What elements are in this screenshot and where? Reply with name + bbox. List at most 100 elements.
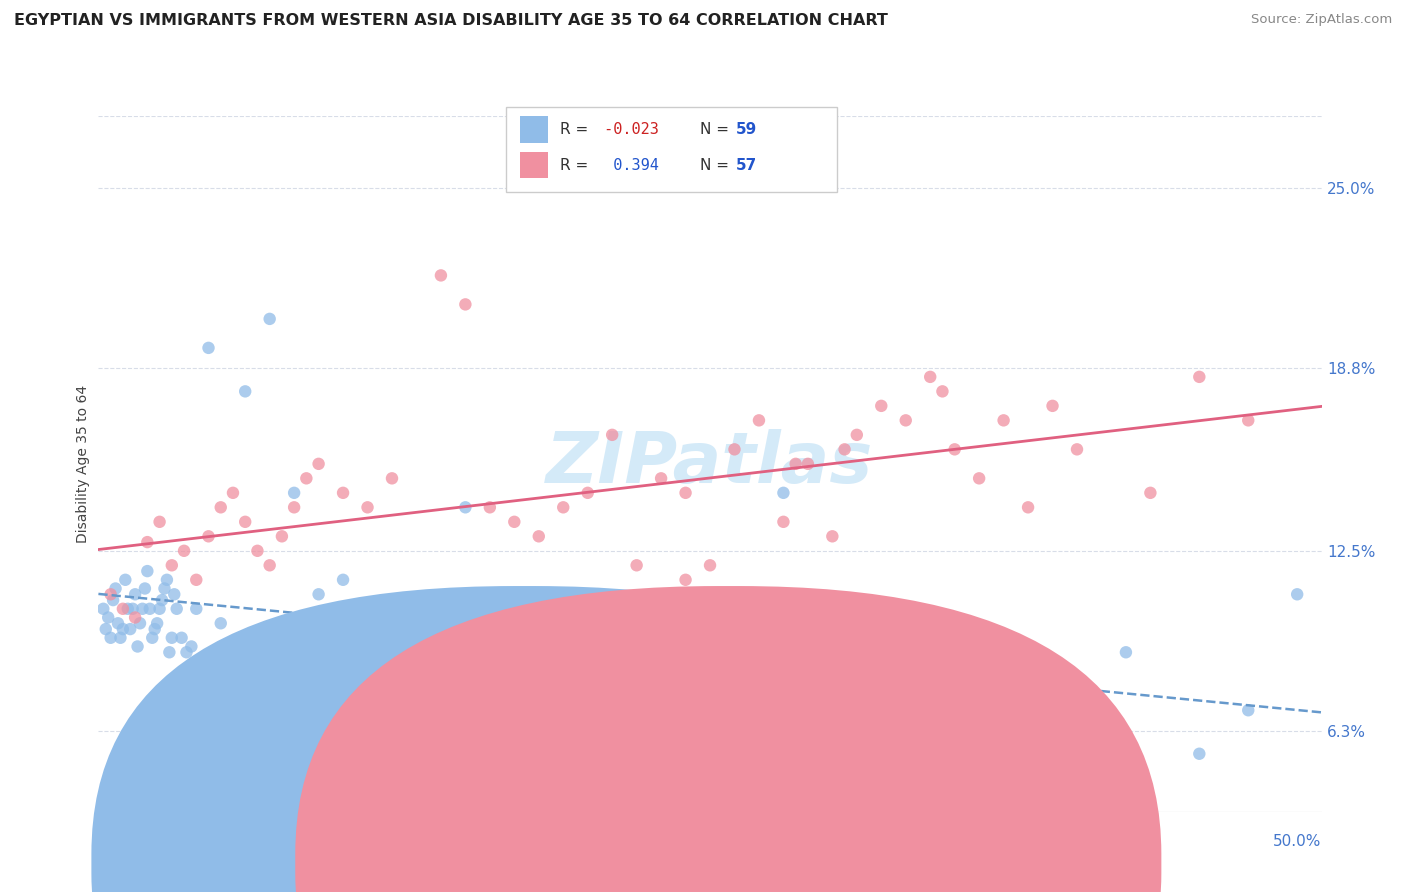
Point: [146, 616, 169, 631]
Point: [405, 616, 427, 631]
Point: [870, 399, 893, 413]
Text: Source: ZipAtlas.com: Source: ZipAtlas.com: [1251, 13, 1392, 27]
Point: [149, 602, 172, 616]
Point: [127, 640, 149, 654]
Point: [454, 297, 477, 311]
Point: [141, 631, 163, 645]
Point: [1066, 442, 1088, 457]
Point: [943, 674, 966, 689]
Point: [91, 602, 114, 616]
Point: [163, 587, 186, 601]
Point: [180, 640, 202, 654]
Point: [150, 593, 173, 607]
Point: [503, 515, 526, 529]
Point: [1237, 413, 1260, 427]
Point: [1286, 587, 1309, 601]
Point: [209, 500, 232, 515]
Point: [246, 543, 269, 558]
Point: [259, 312, 281, 326]
Point: [160, 631, 183, 645]
Point: [931, 384, 953, 399]
Point: [197, 529, 219, 543]
Point: [259, 558, 281, 573]
Point: [772, 515, 794, 529]
Point: [176, 645, 198, 659]
Point: [308, 457, 330, 471]
Point: [222, 485, 245, 500]
Point: [283, 500, 305, 515]
Point: [845, 428, 868, 442]
Text: N =: N =: [700, 158, 734, 172]
Point: [675, 573, 697, 587]
Text: 50.0%: 50.0%: [1274, 834, 1322, 849]
Y-axis label: Disability Age 35 to 64: Disability Age 35 to 64: [76, 384, 90, 543]
Text: 57: 57: [735, 158, 756, 172]
Point: [1066, 689, 1088, 703]
Point: [834, 442, 856, 457]
Point: [153, 582, 176, 596]
Point: [600, 428, 623, 442]
Point: [1237, 703, 1260, 717]
Point: [626, 747, 648, 761]
Point: [156, 573, 179, 587]
Point: [131, 602, 153, 616]
Point: [1139, 485, 1161, 500]
Text: 0.394: 0.394: [595, 158, 658, 172]
Point: [430, 660, 453, 674]
Point: [748, 413, 770, 427]
Text: Immigrants from Western Asia: Immigrants from Western Asia: [748, 856, 959, 871]
Point: [100, 587, 122, 601]
Point: [503, 645, 526, 659]
Point: [894, 413, 917, 427]
Point: [1017, 500, 1039, 515]
Point: [110, 631, 132, 645]
Point: [650, 471, 672, 485]
Point: [139, 602, 162, 616]
Point: [97, 610, 120, 624]
Point: [675, 485, 697, 500]
Text: Egyptians: Egyptians: [544, 856, 613, 871]
Point: [117, 602, 139, 616]
Point: [111, 602, 134, 616]
Point: [136, 535, 159, 549]
Point: [114, 573, 136, 587]
Point: [124, 610, 146, 624]
Point: [993, 413, 1015, 427]
Point: [576, 485, 599, 500]
Point: [405, 631, 427, 645]
Text: ZIPatlas: ZIPatlas: [547, 429, 873, 499]
Point: [723, 442, 745, 457]
Point: [785, 457, 807, 471]
Point: [723, 602, 745, 616]
Point: [270, 529, 294, 543]
Point: [626, 558, 648, 573]
Point: [1188, 369, 1211, 384]
Point: [540, 790, 562, 805]
Point: [233, 384, 256, 399]
Point: [120, 622, 142, 636]
Point: [100, 631, 122, 645]
Point: [186, 602, 208, 616]
Point: [1042, 399, 1064, 413]
Point: [821, 805, 844, 819]
Point: [699, 558, 721, 573]
Point: [1017, 761, 1039, 775]
Text: 0.0%: 0.0%: [98, 834, 138, 849]
Point: [233, 515, 256, 529]
Point: [1188, 747, 1211, 761]
Point: [173, 543, 195, 558]
Point: [111, 622, 134, 636]
Point: [430, 268, 453, 283]
Text: R =: R =: [560, 158, 593, 172]
Text: N =: N =: [700, 122, 734, 136]
Point: [527, 529, 550, 543]
Point: [797, 457, 820, 471]
Point: [454, 500, 477, 515]
Point: [186, 573, 208, 587]
Point: [967, 471, 990, 485]
Point: [356, 500, 378, 515]
Text: -0.023: -0.023: [595, 122, 658, 136]
Text: R =: R =: [560, 122, 593, 136]
Point: [157, 645, 180, 659]
Point: [332, 485, 354, 500]
